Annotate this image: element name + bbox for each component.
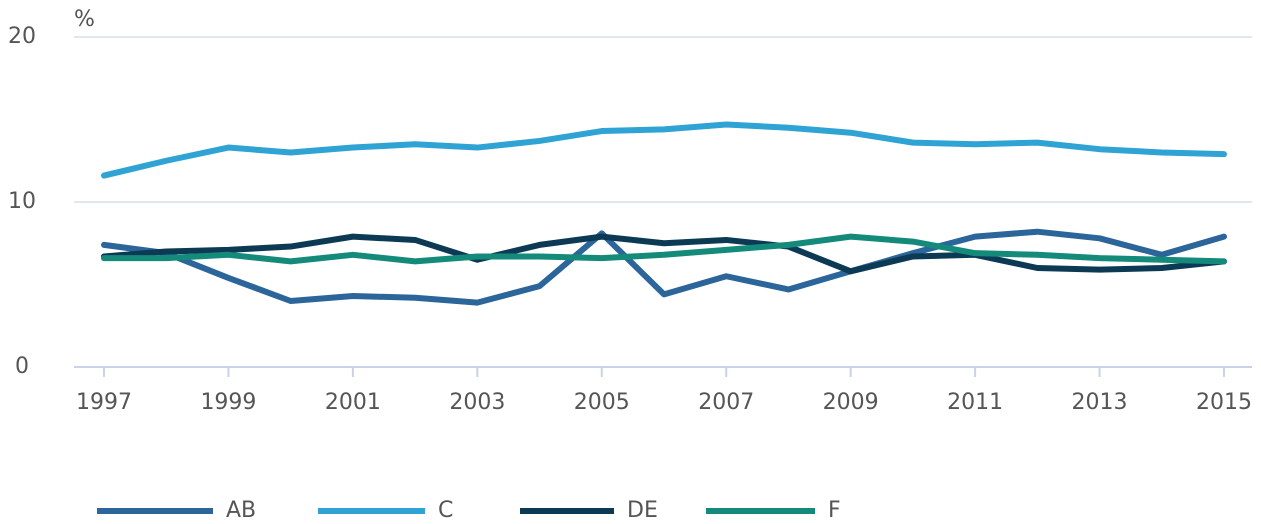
legend-label: C bbox=[438, 498, 453, 523]
x-tick-label: 2015 bbox=[1196, 390, 1252, 415]
x-tick-label: 2013 bbox=[1072, 390, 1128, 415]
y-tick-label: 0 bbox=[15, 354, 29, 379]
legend-label: AB bbox=[226, 498, 256, 523]
legend-label: DE bbox=[627, 498, 658, 523]
y-axis-label: % bbox=[74, 7, 95, 32]
x-tick-label: 2005 bbox=[574, 390, 630, 415]
x-tick-label: 2011 bbox=[947, 390, 1003, 415]
line-series bbox=[101, 121, 1227, 179]
x-tick-label: 1997 bbox=[76, 390, 132, 415]
y-tick-label: 20 bbox=[8, 24, 36, 49]
line-series bbox=[101, 228, 1227, 306]
x-tick-label: 1999 bbox=[200, 390, 256, 415]
x-tick-label: 2007 bbox=[698, 390, 754, 415]
y-tick-label: 10 bbox=[8, 189, 36, 214]
line-series bbox=[101, 233, 1227, 265]
x-tick-label: 2001 bbox=[325, 390, 381, 415]
x-tick-label: 2003 bbox=[449, 390, 505, 415]
line-series bbox=[101, 233, 1227, 275]
legend-label: F bbox=[828, 498, 841, 523]
x-tick-label: 2009 bbox=[823, 390, 879, 415]
